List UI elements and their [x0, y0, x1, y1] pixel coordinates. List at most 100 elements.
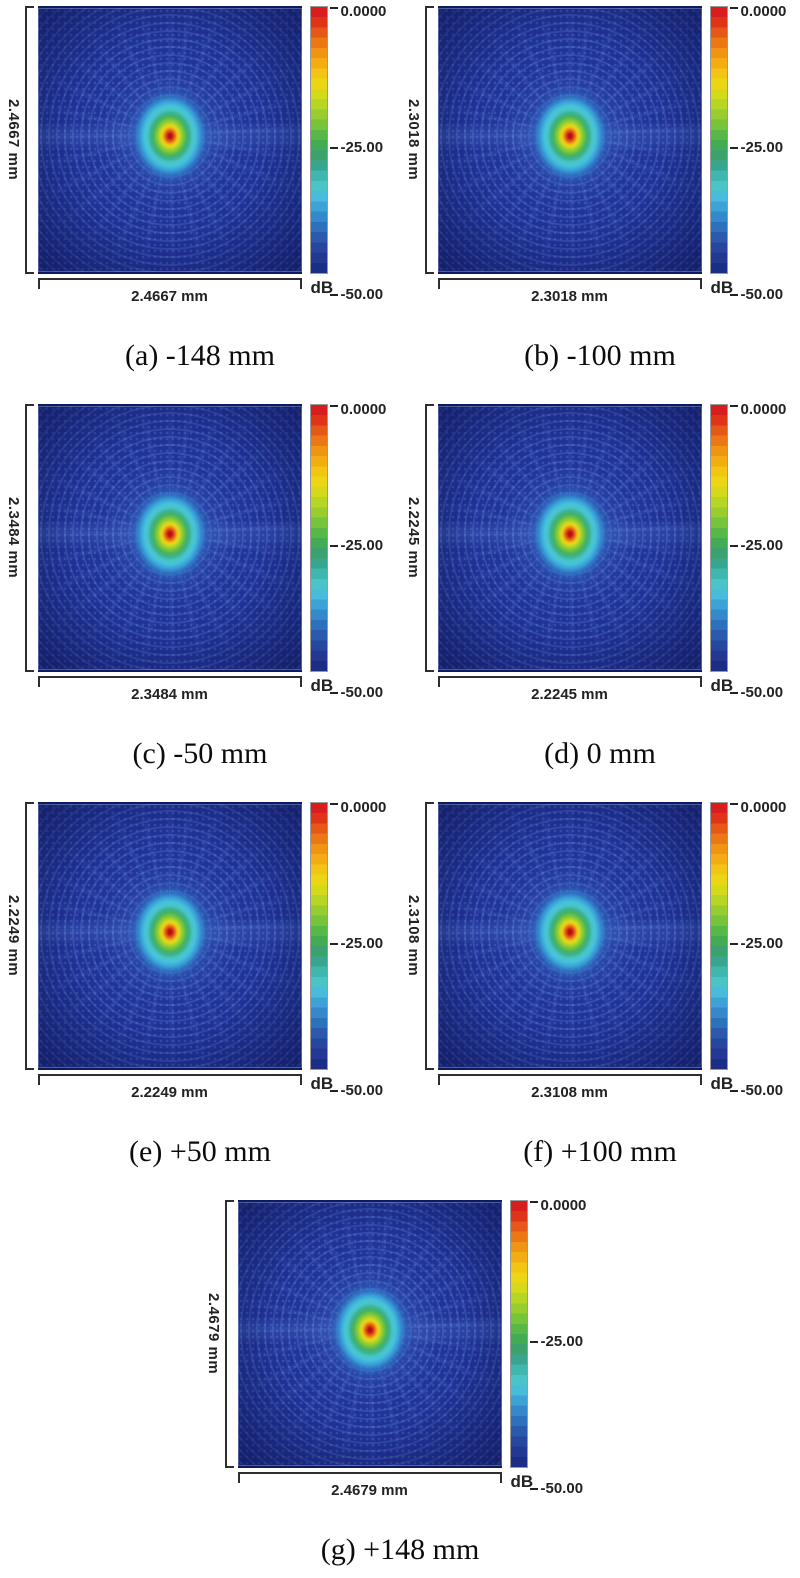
colorbar-label-minus25dB: -25.00 — [740, 537, 784, 554]
colorbar-tick-minus50dB — [729, 692, 738, 694]
psf-hotspot — [525, 84, 614, 189]
colorbar-label-minus50dB: -50.00 — [740, 286, 784, 303]
colorbar-unit-label: dB — [710, 278, 734, 297]
map-column: 2.3018 mm — [437, 6, 702, 305]
colorbar-label-minus50dB: -50.00 — [740, 684, 784, 701]
vertical-dimension-label: 2.4679 mm — [205, 1293, 222, 1375]
colorbar — [309, 6, 328, 274]
psf-hotspot — [525, 482, 614, 587]
colorbar-unit-label: dB — [310, 278, 334, 297]
colorbar-tick-minus50dB — [329, 692, 338, 694]
horizontal-extent-bracket — [237, 1472, 502, 1483]
psf-hotspot — [125, 84, 214, 189]
colorbar-label-minus50dB: -50.00 — [340, 684, 384, 701]
plot-area: 2.3018 mm 2.3018 mm 0.0000 -25.00 -50.00… — [403, 3, 798, 306]
panel-caption: (a) -148 mm — [125, 339, 275, 372]
colorbar-tick-minus25dB — [529, 1341, 538, 1343]
colorbar-unit-label: dB — [310, 676, 334, 695]
colorbar-label-minus25dB: -25.00 — [340, 935, 384, 952]
psf-heatmap — [37, 6, 302, 274]
vertical-extent-bracket — [24, 802, 34, 1070]
colorbar-unit-label: dB — [510, 1472, 534, 1491]
colorbar-unit-label: dB — [710, 1074, 734, 1093]
colorbar — [509, 1200, 528, 1468]
colorbar-tick-minus25dB — [729, 943, 738, 945]
colorbar-tick-minus25dB — [329, 545, 338, 547]
colorbar — [309, 802, 328, 1070]
vertical-extent-bracket — [224, 1200, 234, 1468]
colorbar-label-0dB: 0.0000 — [740, 401, 787, 418]
colorbar-tick-minus50dB — [729, 1090, 738, 1092]
psf-heatmap — [237, 1200, 502, 1468]
map-column: 2.3108 mm — [437, 802, 702, 1101]
psf-panel-d: 2.2245 mm 2.2245 mm 0.0000 -25.00 -50.00… — [400, 401, 800, 772]
vertical-dimension-label: 2.2245 mm — [405, 497, 422, 579]
panel-caption: (g) +148 mm — [320, 1533, 480, 1566]
map-column: 2.3484 mm — [37, 404, 302, 703]
colorbar — [709, 6, 728, 274]
colorbar-label-0dB: 0.0000 — [740, 3, 787, 20]
colorbar-tick-0dB — [329, 405, 338, 407]
colorbar-tick-minus25dB — [729, 147, 738, 149]
colorbar-tick-0dB — [729, 7, 738, 9]
colorbar-tick-0dB — [729, 803, 738, 805]
colorbar — [709, 404, 728, 672]
colorbar-column: 0.0000 -25.00 -50.00 dB — [509, 1197, 598, 1500]
psf-heatmap — [437, 6, 702, 274]
colorbar-tick-0dB — [329, 803, 338, 805]
vertical-dimension-label: 2.3018 mm — [405, 99, 422, 181]
psf-hotspot — [525, 880, 614, 985]
colorbar-label-0dB: 0.0000 — [740, 799, 787, 816]
colorbar-label-0dB: 0.0000 — [340, 401, 387, 418]
psf-hotspot — [125, 482, 214, 587]
horizontal-extent-bracket — [37, 1074, 302, 1085]
vertical-extent-bracket — [24, 404, 34, 672]
colorbar-column: 0.0000 -25.00 -50.00 dB — [709, 799, 798, 1102]
colorbar-label-minus25dB: -25.00 — [740, 139, 784, 156]
horizontal-dimension-label: 2.4667 mm — [131, 288, 208, 305]
colorbar-tick-minus25dB — [329, 943, 338, 945]
plot-area: 2.2245 mm 2.2245 mm 0.0000 -25.00 -50.00… — [403, 401, 798, 704]
colorbar-column: 0.0000 -25.00 -50.00 dB — [709, 3, 798, 306]
psf-heatmap — [437, 404, 702, 672]
horizontal-dimension-label: 2.2245 mm — [531, 686, 608, 703]
horizontal-extent-bracket — [37, 278, 302, 289]
colorbar-tick-minus50dB — [329, 294, 338, 296]
colorbar-unit-label: dB — [310, 1074, 334, 1093]
horizontal-dimension-label: 2.3108 mm — [531, 1084, 608, 1101]
colorbar-label-minus25dB: -25.00 — [340, 537, 384, 554]
colorbar-label-minus50dB: -50.00 — [340, 1082, 384, 1099]
horizontal-extent-bracket — [437, 1074, 702, 1085]
map-column: 2.2249 mm — [37, 802, 302, 1101]
colorbar — [309, 404, 328, 672]
map-column: 2.4679 mm — [237, 1200, 502, 1499]
plot-area: 2.4667 mm 2.4667 mm 0.0000 -25.00 -50.00… — [3, 3, 398, 306]
horizontal-dimension-label: 2.2249 mm — [131, 1084, 208, 1101]
vertical-extent-bracket — [424, 6, 434, 274]
map-column: 2.4667 mm — [37, 6, 302, 305]
colorbar-label-0dB: 0.0000 — [540, 1197, 587, 1214]
psf-heatmap — [437, 802, 702, 1070]
horizontal-extent-bracket — [437, 278, 702, 289]
panel-caption: (b) -100 mm — [524, 339, 676, 372]
colorbar-tick-minus25dB — [329, 147, 338, 149]
plot-area: 2.3108 mm 2.3108 mm 0.0000 -25.00 -50.00… — [403, 799, 798, 1102]
colorbar-column: 0.0000 -25.00 -50.00 dB — [309, 799, 398, 1102]
horizontal-dimension-label: 2.3018 mm — [531, 288, 608, 305]
colorbar-label-0dB: 0.0000 — [340, 799, 387, 816]
psf-hotspot — [325, 1278, 414, 1383]
colorbar-tick-0dB — [329, 7, 338, 9]
colorbar-tick-minus25dB — [729, 545, 738, 547]
colorbar-column: 0.0000 -25.00 -50.00 dB — [309, 401, 398, 704]
vertical-dimension-label: 2.4667 mm — [5, 99, 22, 181]
colorbar-tick-minus50dB — [529, 1488, 538, 1490]
colorbar-label-minus50dB: -50.00 — [540, 1480, 584, 1497]
colorbar-tick-0dB — [529, 1201, 538, 1203]
colorbar-unit-label: dB — [710, 676, 734, 695]
vertical-dimension-label: 2.3484 mm — [5, 497, 22, 579]
horizontal-dimension-label: 2.4679 mm — [331, 1482, 408, 1499]
panel-caption: (d) 0 mm — [544, 737, 656, 770]
psf-panel-a: 2.4667 mm 2.4667 mm 0.0000 -25.00 -50.00… — [0, 3, 400, 374]
vertical-dimension-label: 2.3108 mm — [405, 895, 422, 977]
